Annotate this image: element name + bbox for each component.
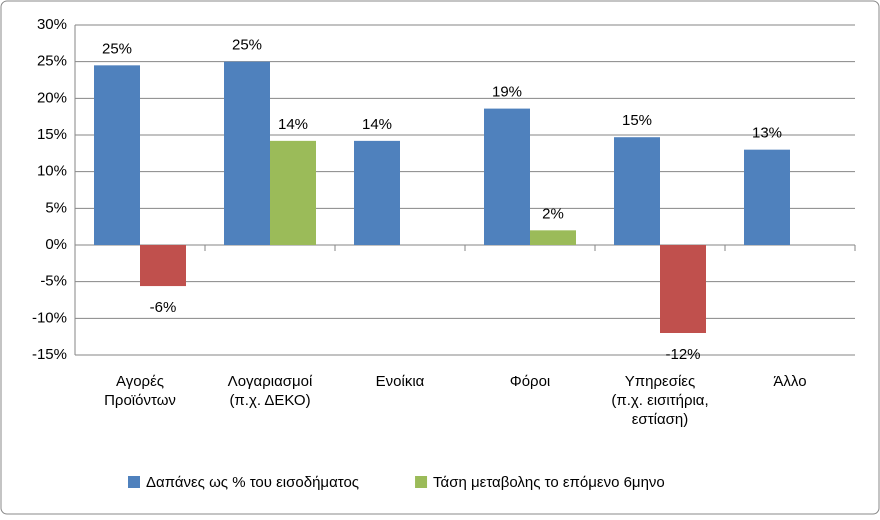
bar <box>484 108 530 245</box>
bar <box>140 245 186 287</box>
value-label: 14% <box>362 116 392 133</box>
value-label: 14% <box>278 116 308 133</box>
legend-swatch <box>128 476 140 488</box>
bar <box>224 61 270 245</box>
y-tick-label: 5% <box>45 199 67 216</box>
value-label: 15% <box>622 112 652 129</box>
bar <box>530 230 576 245</box>
bar <box>94 65 140 245</box>
value-label: -12% <box>665 346 700 363</box>
y-tick-label: -15% <box>32 346 67 363</box>
legend-label: Τάση μεταβολης το επόμενο 6μηνο <box>433 474 665 491</box>
x-tick-label: Ενοίκια <box>376 373 425 390</box>
y-tick-label: -5% <box>40 273 67 290</box>
y-tick-label: 30% <box>37 16 67 33</box>
x-tick-label: Αγορές Προϊόντων <box>104 373 176 409</box>
value-label: 2% <box>542 205 564 222</box>
value-label: 25% <box>102 40 132 57</box>
x-tick-label: Φόροι <box>510 373 551 390</box>
y-tick-label: 15% <box>37 126 67 143</box>
bar <box>744 149 790 245</box>
y-tick-label: -10% <box>32 309 67 326</box>
value-label: 13% <box>752 125 782 142</box>
legend-label: Δαπάνες ως % του εισοδήματος <box>146 474 359 491</box>
bar <box>270 140 316 245</box>
x-tick-label: Άλλο <box>773 373 806 390</box>
y-tick-label: 20% <box>37 89 67 106</box>
y-tick-label: 25% <box>37 53 67 70</box>
bar <box>660 245 706 333</box>
value-label: 25% <box>232 37 262 54</box>
bar <box>354 140 400 245</box>
value-label: -6% <box>150 299 177 316</box>
y-tick-label: 10% <box>37 163 67 180</box>
x-tick-label: Λογαριασμοί (π.χ. ΔΕΚΟ) <box>228 373 313 409</box>
legend-swatch <box>415 476 428 488</box>
bar <box>614 137 660 245</box>
x-tick-label: Υπηρεσίες (π.χ. εισιτήρια, εστίαση) <box>611 373 708 428</box>
y-tick-label: 0% <box>45 236 67 253</box>
value-label: 19% <box>492 84 522 101</box>
